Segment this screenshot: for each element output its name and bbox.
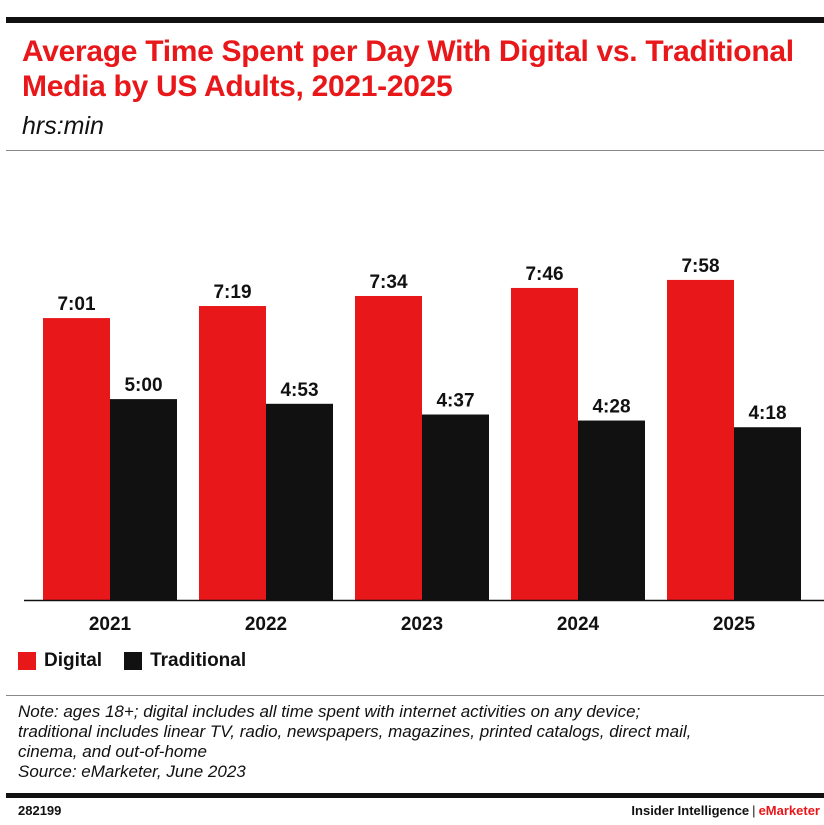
- source-line: Source: eMarketer, June 2023: [18, 762, 246, 781]
- data-label-traditional-2024: 4:28: [592, 397, 630, 418]
- legend-label-traditional: Traditional: [150, 650, 247, 671]
- bar-digital-2022: [199, 306, 266, 600]
- data-label-traditional-2022: 4:53: [280, 380, 318, 401]
- legend: Digital Traditional: [18, 650, 268, 672]
- notes-divider: [6, 695, 824, 696]
- top-rule: [6, 17, 824, 23]
- brand-separator: |: [752, 803, 756, 818]
- x-tick-label-2023: 2023: [401, 614, 443, 635]
- legend-item-traditional: Traditional: [124, 650, 246, 672]
- bar-digital-2024: [511, 287, 578, 600]
- x-tick-label-2021: 2021: [89, 614, 132, 635]
- bar-traditional-2021: [110, 399, 177, 600]
- bar-traditional-2025: [734, 427, 801, 600]
- chart-title: Average Time Spent per Day With Digital …: [22, 35, 794, 103]
- bar-digital-2023: [355, 295, 422, 600]
- brand-emarketer: eMarketer: [758, 803, 820, 818]
- legend-swatch-digital: [18, 652, 36, 670]
- legend-swatch-traditional: [124, 652, 143, 670]
- bar-traditional-2023: [422, 414, 489, 600]
- header-divider: [6, 150, 824, 151]
- bar-traditional-2024: [578, 420, 645, 600]
- note-line: Note: ages 18+; digital includes all tim…: [18, 702, 641, 721]
- data-label-digital-2023: 7:34: [369, 272, 407, 293]
- chart-subtitle: hrs:min: [22, 112, 104, 140]
- bar-digital-2025: [667, 279, 734, 600]
- x-tick-label-2022: 2022: [245, 614, 287, 635]
- bar-traditional-2022: [266, 403, 333, 600]
- chart-id: 282199: [18, 803, 62, 818]
- chart-notes: Note: ages 18+; digital includes all tim…: [18, 702, 818, 782]
- x-tick-label-2025: 2025: [713, 614, 756, 635]
- data-label-digital-2024: 7:46: [525, 264, 563, 285]
- data-label-traditional-2021: 5:00: [124, 375, 162, 396]
- note-line: traditional includes linear TV, radio, n…: [18, 722, 692, 741]
- bar-chart: 7:01 5:00 2021 7:19 4:53 2022 7:34 4:37 2023 7:46…: [24, 256, 824, 635]
- x-tick-label-2024: 2024: [557, 614, 600, 635]
- brand-insider-intelligence: Insider Intelligence: [631, 803, 750, 818]
- note-line: cinema, and out-of-home: [18, 742, 207, 761]
- bottom-rule: [6, 793, 824, 798]
- data-label-digital-2025: 7:58: [681, 256, 719, 277]
- data-label-traditional-2023: 4:37: [436, 391, 474, 412]
- data-label-digital-2021: 7:01: [57, 294, 95, 315]
- brand-credit: Insider Intelligence | eMarketer: [631, 803, 820, 818]
- legend-item-digital: Digital: [18, 650, 102, 672]
- data-label-digital-2022: 7:19: [213, 282, 251, 303]
- bar-digital-2021: [43, 318, 110, 600]
- data-label-traditional-2025: 4:18: [748, 403, 786, 424]
- legend-label-digital: Digital: [44, 650, 103, 671]
